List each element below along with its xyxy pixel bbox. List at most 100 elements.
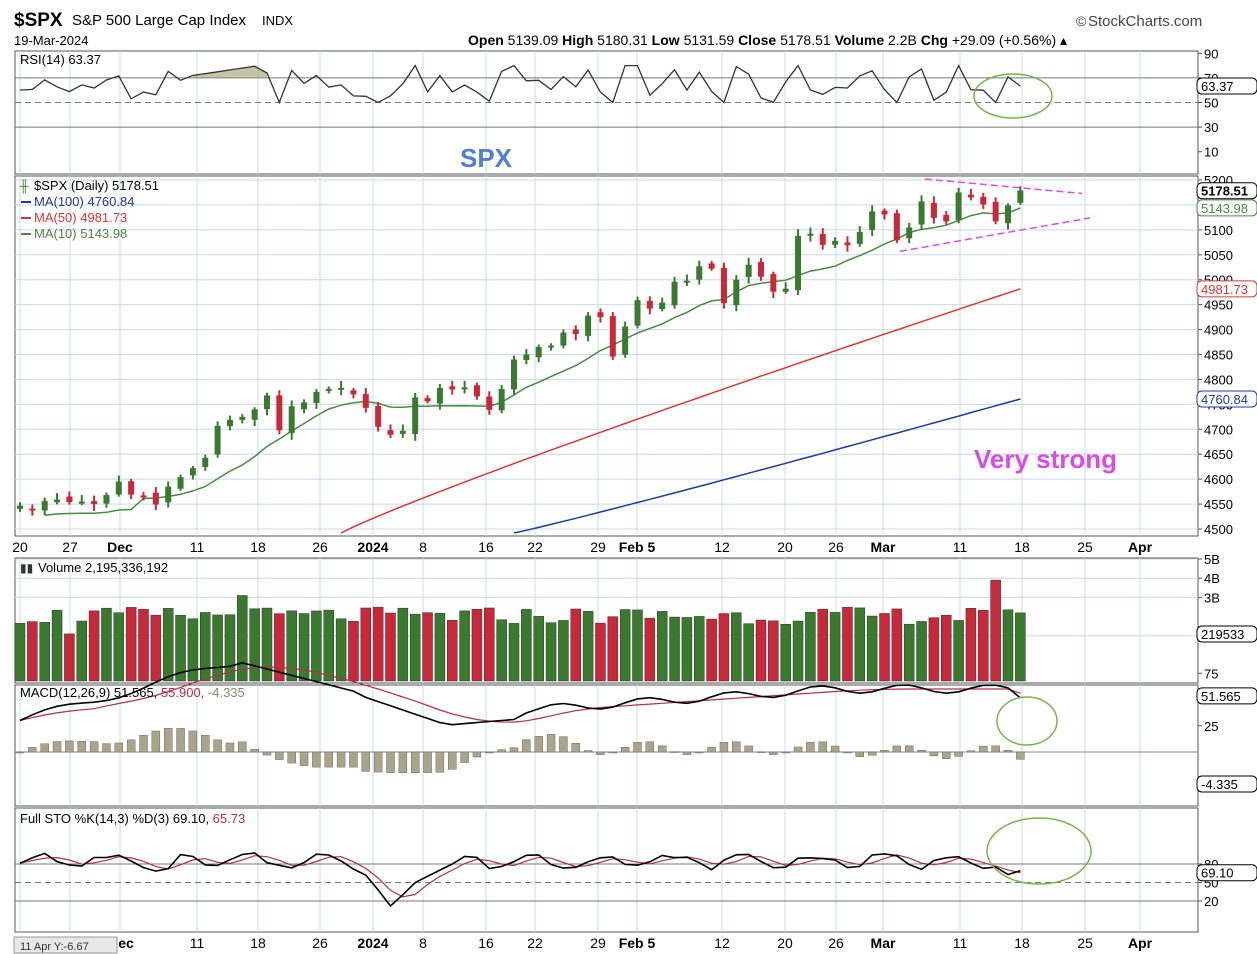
price-tick-label: 4950 <box>1204 298 1233 313</box>
candle-body <box>930 202 937 218</box>
legend-entry: MA(50) 4981.73 <box>34 210 127 225</box>
candle-body <box>498 388 505 411</box>
rsi-line <box>19 64 1021 105</box>
x-tick-label-bottom: 16 <box>478 935 494 951</box>
volume-bar <box>632 609 643 682</box>
brand-logo: StockCharts.com <box>1088 13 1202 30</box>
macd-histogram-bar <box>324 751 333 768</box>
volume-bar <box>125 607 137 682</box>
sto-badge-box <box>1196 864 1257 882</box>
volume-bar <box>187 618 199 682</box>
macd-histogram-bar <box>559 736 568 753</box>
ohlc-text: Open 5139.09 High 5180.31 Low 5131.59 Cl… <box>468 32 1067 48</box>
macd-histogram-bar <box>991 745 1000 753</box>
rsi-frame <box>14 50 1199 175</box>
candle-body <box>943 214 950 222</box>
macd-histogram-bar <box>77 741 86 753</box>
macd-histogram-bar <box>830 745 840 753</box>
candle-body <box>622 326 629 355</box>
price-tick-label: 4550 <box>1204 497 1233 512</box>
macd-histogram-bar <box>855 751 864 757</box>
candle-body <box>115 481 122 495</box>
candle-body <box>301 402 308 410</box>
macd-signal-line <box>19 666 1021 723</box>
macd-histogram-bar <box>756 751 766 753</box>
volume-bar <box>842 606 853 682</box>
copyright-icon: © <box>1076 13 1087 29</box>
macd-histogram-bar <box>176 728 185 753</box>
candle-body <box>671 281 678 306</box>
volume-bar <box>372 606 384 682</box>
candle-body <box>634 300 641 326</box>
x-tick-label-bottom: 2024 <box>357 935 388 951</box>
volume-bar <box>274 613 285 682</box>
candle-body <box>189 468 196 476</box>
x-tick-label: 29 <box>590 539 606 555</box>
ohlc-part: Low <box>652 32 684 48</box>
macd-histogram-bar <box>448 751 457 770</box>
candle-body <box>140 495 147 498</box>
volume-bar <box>854 607 866 682</box>
price-tick-label: 5100 <box>1204 223 1233 238</box>
macd-histogram-bar <box>361 751 370 772</box>
candle-body <box>733 279 740 306</box>
volume-bar <box>138 608 149 682</box>
rsi-tick-label: 50 <box>1204 96 1218 111</box>
ohlc-part: High <box>562 32 597 48</box>
triangle-lower-line <box>899 217 1091 253</box>
price-badge-box <box>1196 182 1257 200</box>
volume-bar <box>459 610 470 682</box>
volume-bar <box>224 614 236 682</box>
candle-body <box>165 486 172 503</box>
x-axis-bottom: ec 11 18 26 2024 8 16 22 29 Feb 5 12 20 26 Mar 11 18 25 A… <box>13 935 1153 954</box>
x-tick-label-bottom: 8 <box>419 935 427 951</box>
candle-body <box>758 261 764 277</box>
volume-bar <box>768 620 779 682</box>
x-tick-label-bottom: 26 <box>312 935 328 951</box>
candle-body <box>646 300 653 309</box>
x-tick-label-bottom: 20 <box>777 935 793 951</box>
volume-tick-label: 5B <box>1204 552 1220 567</box>
x-tick-label: Dec <box>107 539 133 555</box>
rsi-tick-label: 90 <box>1204 46 1218 61</box>
cursor-readout: 11 Apr Y:-6.67 <box>20 941 89 953</box>
candle-body <box>980 196 987 205</box>
price-badge-box <box>1196 390 1257 408</box>
volume-tick-label: 4B <box>1204 571 1220 586</box>
volume-bar <box>681 617 693 682</box>
x-tick-label: 20 <box>777 539 793 555</box>
macd-tick-label: 75 <box>1204 666 1218 681</box>
rsi-tick-label: 30 <box>1204 120 1218 135</box>
x-tick-label: 25 <box>1077 539 1093 555</box>
macd-histogram-bar <box>262 751 272 756</box>
x-tick-label: Apr <box>1128 539 1153 555</box>
macd-histogram-bar <box>472 751 482 758</box>
macd-histogram-bar <box>781 751 790 754</box>
macd-histogram-bar <box>658 745 667 753</box>
volume-bar <box>780 623 791 682</box>
chart-date: 19-Mar-2024 <box>14 33 88 48</box>
volume-bar <box>212 614 223 682</box>
candle-body <box>17 505 23 509</box>
volume-bar <box>471 608 483 682</box>
price-badge-box <box>1196 199 1257 217</box>
macd-histogram-bar <box>139 735 148 753</box>
x-tick-label-bottom: 11 <box>953 935 968 951</box>
legend-entry: $SPX (Daily) 5178.51 <box>34 178 159 193</box>
sto-k-value: Full STO %K(14,3) %D(3) 69.10, <box>20 811 213 826</box>
macd-histogram-bar <box>620 746 630 753</box>
candle-body <box>399 430 406 434</box>
price-tick-label: 4600 <box>1204 472 1233 487</box>
macd-histogram-bar <box>633 742 642 753</box>
candle-body <box>276 395 283 431</box>
x-tick-label: 27 <box>62 539 78 555</box>
candle-body <box>362 394 369 408</box>
candle-body <box>473 385 480 397</box>
macd-label-value: MACD(12,26,9) 51.565, <box>20 685 161 700</box>
volume-tick-label: 3B <box>1204 590 1220 605</box>
volume-bar <box>27 621 38 682</box>
candle-body <box>548 345 555 348</box>
candle-body <box>659 302 666 310</box>
x-tick-label-bottom: 18 <box>1014 935 1030 951</box>
